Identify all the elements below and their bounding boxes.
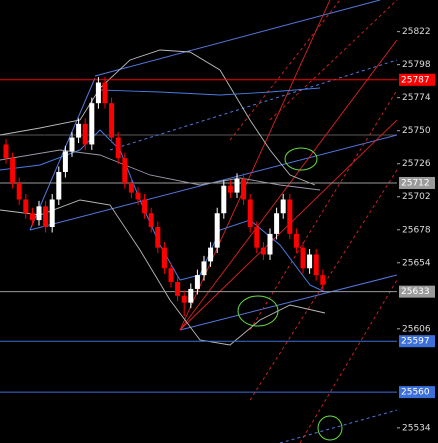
candle-body <box>135 192 141 200</box>
candle-body <box>95 82 101 104</box>
candle-body <box>274 213 280 234</box>
y-tick-label: 25822 <box>402 27 431 37</box>
candle-body <box>287 199 293 234</box>
candles <box>3 77 326 317</box>
candle-body <box>313 254 319 276</box>
y-tick-label: 25750 <box>402 126 431 136</box>
candle-body <box>16 182 22 200</box>
candle-body <box>115 137 121 159</box>
candle-body <box>23 199 29 214</box>
candle-body <box>43 206 49 228</box>
candle-body <box>76 123 82 138</box>
y-tick-label: 25774 <box>402 93 431 103</box>
level-label: 25787 <box>401 75 430 85</box>
candle-body <box>102 82 108 104</box>
candle-body <box>148 213 154 228</box>
candle-body <box>82 123 88 145</box>
levels <box>0 79 397 393</box>
candle-body <box>168 268 174 283</box>
candle-body <box>161 247 167 269</box>
y-tick-label: 25534 <box>402 423 431 433</box>
candle-body <box>241 178 247 200</box>
candle-body <box>181 295 187 303</box>
candle-body <box>56 171 62 200</box>
candle-body <box>3 144 9 159</box>
y-tick-label: 25702 <box>402 192 431 202</box>
candle-body <box>234 178 240 193</box>
y-tick-label: 25654 <box>402 258 431 268</box>
candle-body <box>267 233 273 255</box>
y-axis: 25822 25798 25774 25750 25726 25702 25678 25654… <box>397 27 435 433</box>
level-label: 25712 <box>401 178 430 188</box>
candle-body <box>214 213 220 248</box>
candle-body <box>300 247 306 269</box>
level-label: 25633 <box>401 287 430 297</box>
candle-body <box>89 103 95 145</box>
candle-body <box>62 151 68 172</box>
candle-body <box>175 282 181 296</box>
y-tick-label: 25606 <box>402 324 431 334</box>
level-label: 25560 <box>401 388 430 398</box>
level-box <box>399 285 435 298</box>
candle-body <box>307 254 313 269</box>
candle-body <box>201 261 207 276</box>
candle-body <box>293 233 299 248</box>
candle-body <box>188 288 194 303</box>
level-label: 25597 <box>401 337 430 347</box>
candle-body <box>260 247 266 255</box>
candle-body <box>194 275 200 289</box>
candle-body <box>155 227 161 248</box>
candle-body <box>254 227 260 248</box>
candle-body <box>10 158 16 183</box>
candle-body <box>29 213 35 221</box>
candle-body <box>142 199 148 214</box>
level-box <box>399 176 435 189</box>
overlays <box>0 0 398 443</box>
y-tick-label: 25726 <box>402 159 431 169</box>
level-box <box>399 386 435 399</box>
candle-body <box>128 182 134 193</box>
candle-body <box>280 199 286 214</box>
candle-body <box>247 199 253 228</box>
candle-body <box>320 275 326 285</box>
candle-body <box>208 247 214 262</box>
level-box <box>399 73 435 86</box>
y-tick-label: 25678 <box>402 225 431 235</box>
candle-body <box>69 137 75 152</box>
candle-body <box>109 103 115 138</box>
candle-body <box>221 185 227 214</box>
candle-body <box>36 206 42 221</box>
y-tick-label: 25798 <box>402 60 431 70</box>
candle-body <box>122 158 128 183</box>
candle-body <box>49 199 55 228</box>
candle-body <box>227 185 233 193</box>
level-box <box>399 335 435 348</box>
